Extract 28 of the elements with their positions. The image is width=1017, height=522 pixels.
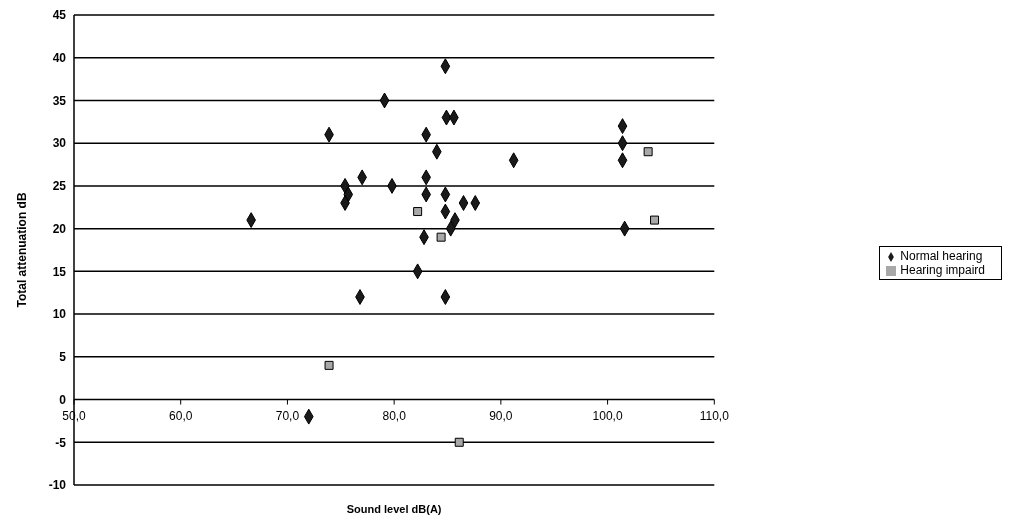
x-tick-label: 100,0 — [592, 408, 623, 423]
x-tick-label: 70,0 — [275, 408, 300, 423]
point — [324, 360, 334, 370]
y-tick-label: 30 — [52, 136, 67, 151]
point — [413, 207, 423, 217]
y-tick-label: 25 — [52, 179, 67, 194]
y-tick-label: 5 — [59, 350, 67, 365]
legend-label: Normal hearing — [900, 249, 983, 263]
legend-label: Hearing impaird — [900, 263, 985, 277]
x-tick-label: 80,0 — [382, 408, 407, 423]
point — [436, 232, 446, 242]
y-tick-label: 35 — [52, 93, 67, 108]
y-tick-label: 40 — [52, 50, 67, 65]
y-tick-label: -10 — [48, 478, 67, 493]
x-axis-title: Sound level dB(A) — [346, 503, 442, 515]
point — [643, 147, 653, 157]
x-tick-label: 90,0 — [489, 408, 513, 423]
y-tick-label: 45 — [52, 8, 67, 23]
y-axis-title: Total attenuation dB — [15, 192, 30, 308]
y-tick-label: 10 — [52, 307, 67, 322]
x-tick-label: 60,0 — [169, 408, 193, 423]
y-tick-label: 0 — [59, 392, 67, 407]
point — [454, 437, 464, 447]
y-tick-label: -5 — [55, 435, 67, 450]
point — [650, 215, 660, 225]
y-tick-label: 20 — [52, 221, 67, 236]
y-tick-label: 15 — [52, 264, 67, 279]
x-tick-label: 110,0 — [699, 408, 730, 423]
